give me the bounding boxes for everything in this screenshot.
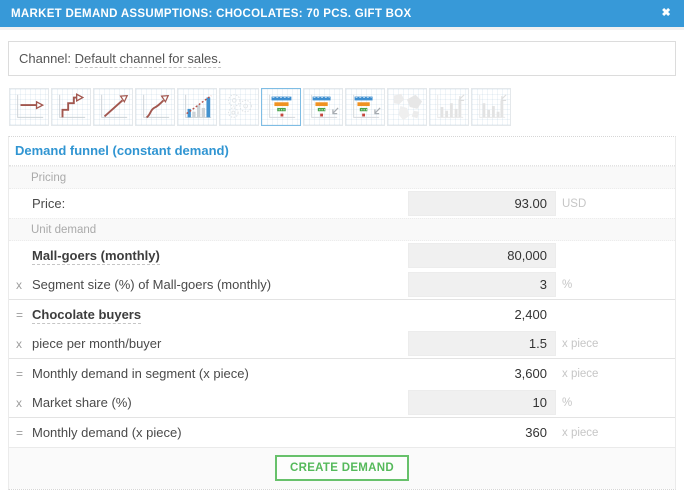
channel-value-link[interactable]: Default channel for sales. xyxy=(74,51,222,68)
bubbles-glyph xyxy=(228,94,252,118)
field-row-price: Price: USD xyxy=(9,189,675,218)
funnel-glyph xyxy=(269,94,296,118)
field-label: Price: xyxy=(32,196,66,211)
bubble-segments-icon xyxy=(219,88,259,126)
unit-label: % xyxy=(562,396,573,409)
field-row-mall-goers: Mall-goers (monthly) xyxy=(9,241,675,270)
unit-label: % xyxy=(562,278,573,291)
computed-value: 3,600 xyxy=(514,366,547,381)
section-label: Pricing xyxy=(31,171,67,184)
step-arrow-glyph xyxy=(59,93,86,118)
constant-demand-icon[interactable] xyxy=(9,88,49,126)
field-label: Monthly demand (x piece) xyxy=(32,425,182,440)
multiply-prefix: x xyxy=(16,336,22,351)
bars-with-trend-icon[interactable] xyxy=(177,88,217,126)
segment-size-input[interactable] xyxy=(408,272,556,297)
gray-bars-glyph xyxy=(479,94,507,118)
field-label: Chocolate buyers xyxy=(32,307,408,324)
channel-box: Channel: Default channel for sales. xyxy=(8,41,676,76)
gray-bars-glyph xyxy=(437,94,465,118)
funnel-trend-glyph xyxy=(311,94,339,118)
field-row-market-share: x Market share (%) % xyxy=(9,388,675,417)
map-demand-icon xyxy=(387,88,427,126)
demand-type-toolbar xyxy=(9,88,676,126)
market-share-input[interactable] xyxy=(408,390,556,415)
demand-funnel-panel: Demand funnel (constant demand) Pricing … xyxy=(8,136,676,490)
multiply-prefix: x xyxy=(16,277,22,292)
multiply-prefix: x xyxy=(16,395,22,410)
field-label: Segment size (%) of Mall-goers (monthly) xyxy=(32,277,272,292)
bar-chart-trend-glyph xyxy=(185,94,212,118)
curved-growth-icon[interactable] xyxy=(135,88,175,126)
chocolate-buyers-label-link[interactable]: Chocolate buyers xyxy=(32,307,142,324)
mall-goers-label-link[interactable]: Mall-goers (monthly) xyxy=(32,248,160,265)
equals-prefix: = xyxy=(16,425,24,440)
curve-arrow-glyph xyxy=(143,94,170,119)
unit-label: USD xyxy=(562,197,587,210)
funnel-trend-glyph xyxy=(353,94,381,118)
map-glyph xyxy=(393,93,423,121)
modal-title: MARKET DEMAND ASSUMPTIONS: CHOCOLATES: 7… xyxy=(11,7,412,20)
demand-funnel-constant-icon[interactable] xyxy=(261,88,301,126)
bars-decline-a-icon xyxy=(429,88,469,126)
field-row-segment-size: x Segment size (%) of Mall-goers (monthl… xyxy=(9,270,675,299)
computed-row-monthly-demand: = Monthly demand (x piece) 360 x piece xyxy=(9,417,675,447)
equals-prefix: = xyxy=(16,366,24,381)
section-pricing: Pricing xyxy=(9,166,675,189)
computed-value: 2,400 xyxy=(514,307,547,322)
horizontal-arrow-glyph xyxy=(17,94,45,118)
demand-funnel-trend-b-icon[interactable] xyxy=(345,88,385,126)
unit-label: x piece xyxy=(562,367,599,380)
create-demand-button[interactable]: CREATE DEMAND xyxy=(275,455,409,481)
panel-footer: CREATE DEMAND xyxy=(9,447,675,489)
field-row-piece-per-month: x piece per month/buyer x piece xyxy=(9,329,675,358)
computed-row-chocolate-buyers: = Chocolate buyers 2,400 xyxy=(9,299,675,329)
piece-per-month-input[interactable] xyxy=(408,331,556,356)
computed-value: 360 xyxy=(525,425,547,440)
section-unit-demand: Unit demand xyxy=(9,218,675,241)
section-label: Unit demand xyxy=(31,223,97,236)
diagonal-arrow-glyph xyxy=(101,94,129,118)
field-label: Market share (%) xyxy=(32,395,132,410)
modal-body: Channel: Default channel for sales. xyxy=(0,30,684,498)
demand-funnel-trend-a-icon[interactable] xyxy=(303,88,343,126)
price-input[interactable] xyxy=(408,191,556,216)
mall-goers-input[interactable] xyxy=(408,243,556,268)
unit-label: x piece xyxy=(562,337,599,350)
computed-row-segment-demand: = Monthly demand in segment (x piece) 3,… xyxy=(9,358,675,388)
step-growth-icon[interactable] xyxy=(51,88,91,126)
field-label: piece per month/buyer xyxy=(32,336,162,351)
unit-label: x piece xyxy=(562,426,599,439)
channel-label: Channel: xyxy=(19,51,72,66)
equals-prefix: = xyxy=(16,307,24,322)
modal-titlebar: MARKET DEMAND ASSUMPTIONS: CHOCOLATES: 7… xyxy=(0,0,684,30)
linear-growth-icon[interactable] xyxy=(93,88,133,126)
field-label: Monthly demand in segment (x piece) xyxy=(32,366,249,381)
bars-decline-b-icon xyxy=(471,88,511,126)
field-label: Mall-goers (monthly) xyxy=(32,248,408,265)
panel-title: Demand funnel (constant demand) xyxy=(9,137,675,166)
close-icon[interactable]: ✖ xyxy=(661,7,671,19)
